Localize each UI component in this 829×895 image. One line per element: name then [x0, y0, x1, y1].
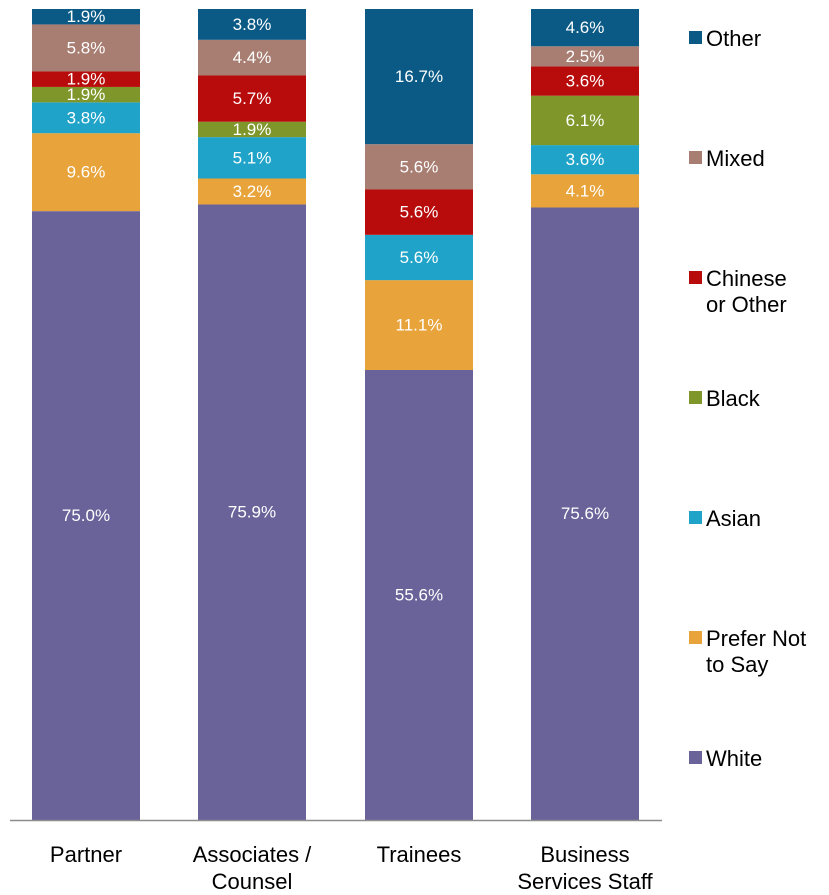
legend-label-prefer-not-to-say-line-2: to Say [706, 652, 768, 677]
legend-label-prefer-not-to-say-line-1: Prefer Not [706, 626, 806, 651]
bar-segment-business-services-staff-black [531, 95, 639, 146]
bar-segment-partner-mixed [32, 24, 140, 72]
legend-label-white: White [706, 746, 762, 771]
data-label-associates-counsel-white: 75.9% [228, 503, 276, 522]
bar-segment-partner-white [32, 211, 140, 821]
data-label-associates-counsel-prefer-not-to-say: 3.2% [233, 182, 272, 201]
data-label-business-services-staff-prefer-not-to-say: 4.1% [566, 181, 605, 200]
legend-label-chinese-or-other-line-1: Chinese [706, 266, 787, 291]
bar-segment-trainees-prefer-not-to-say [365, 280, 473, 370]
data-label-partner-chinese-or-other: 1.9% [67, 70, 106, 89]
bar-segment-business-services-staff-mixed [531, 46, 639, 67]
data-label-associates-counsel-mixed: 4.4% [233, 48, 272, 67]
bar-segment-associates-counsel-other [198, 9, 306, 40]
data-label-trainees-asian: 5.6% [400, 248, 439, 267]
bar-segment-associates-counsel-white [198, 204, 306, 821]
data-label-business-services-staff-white: 75.6% [561, 504, 609, 523]
data-label-associates-counsel-chinese-or-other: 5.7% [233, 89, 272, 108]
data-label-partner-other: 1.9% [67, 7, 106, 26]
data-label-trainees-other: 16.7% [395, 67, 443, 86]
bar-segment-partner-prefer-not-to-say [32, 133, 140, 212]
bar-segment-associates-counsel-mixed [198, 39, 306, 76]
legend-swatch-prefer-not-to-say [689, 631, 702, 644]
bar-segment-business-services-staff-chinese-or-other [531, 66, 639, 96]
legend-swatch-mixed [689, 151, 702, 164]
data-label-trainees-mixed: 5.6% [400, 157, 439, 176]
data-label-business-services-staff-mixed: 2.5% [566, 47, 605, 66]
bar-segment-associates-counsel-chinese-or-other [198, 75, 306, 122]
bar-segment-partner-black [32, 86, 140, 103]
category-label-trainees: Trainees [377, 842, 462, 867]
data-label-partner-prefer-not-to-say: 9.6% [67, 163, 106, 182]
category-label-business-services-staff-line-2: Services Staff [517, 869, 653, 894]
bar-segment-trainees-asian [365, 234, 473, 281]
category-labels: Partner Associates /Counsel Trainees Busine… [50, 842, 654, 894]
legend-label-black: Black [706, 386, 761, 411]
data-label-associates-counsel-other: 3.8% [233, 15, 272, 34]
legend-swatch-black [689, 391, 702, 404]
legend-swatch-white [689, 751, 702, 764]
legend-label-other: Other [706, 26, 761, 51]
data-label-partner-black: 1.9% [67, 85, 106, 104]
data-label-trainees-chinese-or-other: 5.6% [400, 203, 439, 222]
bar-segment-trainees-mixed [365, 144, 473, 190]
bar-segment-associates-counsel-black [198, 121, 306, 138]
category-label-partner: Partner [50, 842, 122, 867]
legend-swatch-other [689, 31, 702, 44]
bar-segment-business-services-staff-prefer-not-to-say [531, 174, 639, 208]
legend-swatch-chinese-or-other [689, 271, 702, 284]
bar-segment-business-services-staff-asian [531, 145, 639, 175]
legend-label-chinese-or-other-line-2: or Other [706, 292, 787, 317]
legend-label-asian: Asian [706, 506, 761, 531]
bar-segment-business-services-staff-other [531, 9, 639, 47]
bar-segment-partner-other [32, 9, 140, 25]
category-label-associates-counsel-line-1: Associates / [193, 842, 312, 867]
legend-swatch-asian [689, 511, 702, 524]
bar-segment-associates-counsel-asian [198, 137, 306, 179]
bars-layer: 75.0%9.6%3.8%1.9%1.9%5.8%1.9%75.9%3.2%5.… [32, 7, 639, 821]
data-label-associates-counsel-black: 1.9% [233, 120, 272, 139]
bar-segment-trainees-other [365, 9, 473, 145]
data-label-business-services-staff-chinese-or-other: 3.6% [566, 72, 605, 91]
data-label-business-services-staff-asian: 3.6% [566, 150, 605, 169]
bar-segment-partner-asian [32, 102, 140, 134]
data-label-trainees-white: 55.6% [395, 585, 443, 604]
bar-segment-business-services-staff-white [531, 207, 639, 820]
category-label-business-services-staff-line-1: Business [540, 842, 629, 867]
data-label-partner-white: 75.0% [62, 506, 110, 525]
bar-segment-associates-counsel-prefer-not-to-say [198, 178, 306, 205]
data-label-business-services-staff-black: 6.1% [566, 111, 605, 130]
data-label-trainees-prefer-not-to-say: 11.1% [396, 316, 443, 335]
data-label-associates-counsel-asian: 5.1% [233, 148, 272, 167]
bar-segment-partner-chinese-or-other [32, 71, 140, 87]
data-label-partner-asian: 3.8% [67, 108, 106, 127]
data-label-partner-mixed: 5.8% [67, 38, 106, 57]
bar-segment-trainees-chinese-or-other [365, 189, 473, 235]
data-label-business-services-staff-other: 4.6% [566, 18, 605, 37]
category-label-associates-counsel-line-2: Counsel [212, 869, 293, 894]
legend-label-mixed: Mixed [706, 146, 765, 171]
bar-segment-trainees-white [365, 369, 473, 820]
